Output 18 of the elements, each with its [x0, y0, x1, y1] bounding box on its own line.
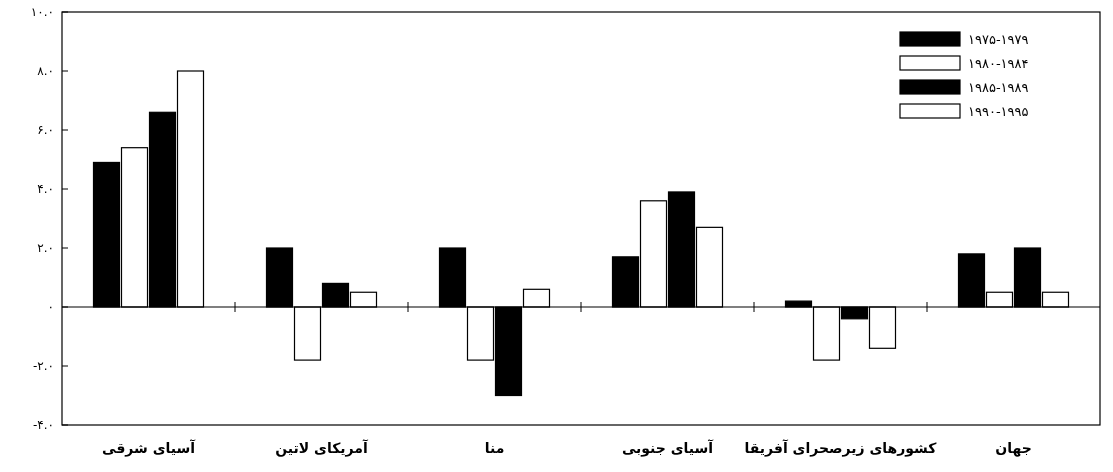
- x-tick-label: آمریکای لاتین: [275, 439, 369, 457]
- legend-label: ۱۹۸۵-۱۹۸۹: [968, 80, 1029, 95]
- x-tick-label: آسیای شرقی: [101, 439, 197, 457]
- y-tick-label: ۰: [47, 300, 54, 314]
- legend-label: ۱۹۷۵-۱۹۷۹: [968, 32, 1029, 47]
- y-tick-label: -۲.۰: [32, 359, 54, 373]
- legend-label: ۱۹۸۰-۱۹۸۴: [968, 56, 1029, 71]
- x-tick-label: کشورهای زیرصحرای آفریقا: [744, 439, 938, 457]
- y-tick-label: ۴.۰: [37, 182, 54, 196]
- x-tick-label: آسیای جنوبی: [621, 439, 715, 457]
- y-tick-label: ۸.۰: [37, 64, 54, 78]
- y-tick-label: -۴.۰: [32, 418, 54, 432]
- x-tick-label: جهان: [995, 440, 1032, 457]
- legend-label: ۱۹۹۰-۱۹۹۵: [968, 104, 1029, 119]
- y-tick-label: ۶.۰: [37, 123, 54, 137]
- x-tick-label: منا: [484, 440, 505, 456]
- y-tick-label: ۲.۰: [37, 241, 54, 255]
- y-tick-label: ۱۰.۰: [30, 5, 54, 19]
